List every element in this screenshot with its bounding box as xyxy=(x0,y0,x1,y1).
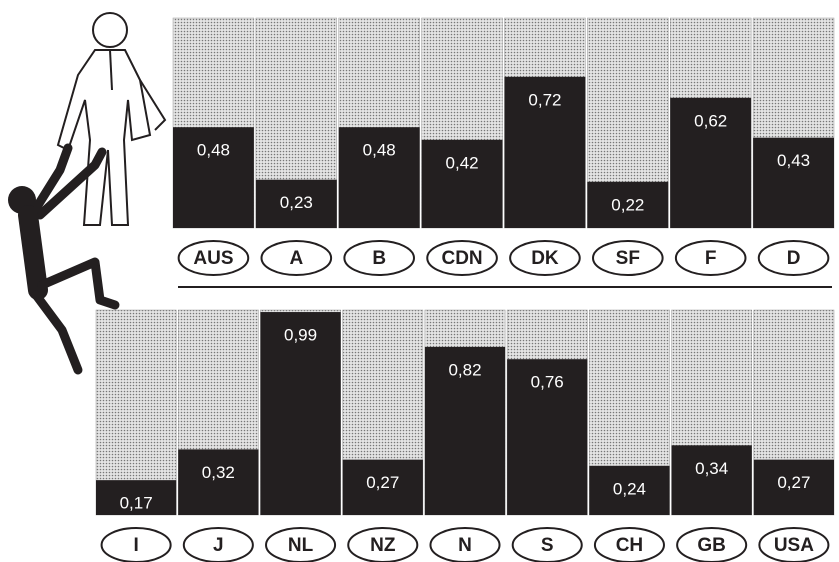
category-label: A xyxy=(289,248,303,269)
value-label: 0,48 xyxy=(363,141,396,160)
value-label: 0,23 xyxy=(280,193,313,212)
bar xyxy=(178,449,258,515)
category-label: CDN xyxy=(441,248,482,269)
value-label: 0,99 xyxy=(284,326,317,345)
category-label: USA xyxy=(774,535,814,556)
value-label: 0,48 xyxy=(197,141,230,160)
category-label: S xyxy=(541,535,554,556)
category-label: N xyxy=(458,535,472,556)
category-label: GB xyxy=(697,535,726,556)
value-label: 0,43 xyxy=(777,151,810,170)
category-label: D xyxy=(787,248,801,269)
category-label: AUS xyxy=(193,248,233,269)
value-label: 0,62 xyxy=(694,111,727,130)
category-label: B xyxy=(372,248,386,269)
category-label: CH xyxy=(616,535,643,556)
category-label: NZ xyxy=(370,535,396,556)
category-label: F xyxy=(705,248,717,269)
value-label: 0,22 xyxy=(611,195,644,214)
bar xyxy=(672,445,752,515)
illustration xyxy=(58,13,165,225)
value-label: 0,34 xyxy=(695,459,728,478)
value-label: 0,32 xyxy=(202,463,235,482)
category-label: NL xyxy=(288,535,314,556)
value-label: 0,17 xyxy=(120,494,153,513)
value-label: 0,42 xyxy=(446,153,479,172)
value-label: 0,24 xyxy=(613,479,646,498)
value-label: 0,27 xyxy=(777,473,810,492)
category-label: J xyxy=(213,535,224,556)
value-label: 0,82 xyxy=(448,360,481,379)
category-label: SF xyxy=(616,248,640,269)
chart: 0,48AUS0,23A0,48B0,42CDN0,72DK0,22SF0,62… xyxy=(0,0,839,562)
value-label: 0,72 xyxy=(528,90,561,109)
value-label: 0,27 xyxy=(366,473,399,492)
value-label: 0,76 xyxy=(531,373,564,392)
category-label: I xyxy=(133,535,138,556)
category-label: DK xyxy=(531,248,559,269)
